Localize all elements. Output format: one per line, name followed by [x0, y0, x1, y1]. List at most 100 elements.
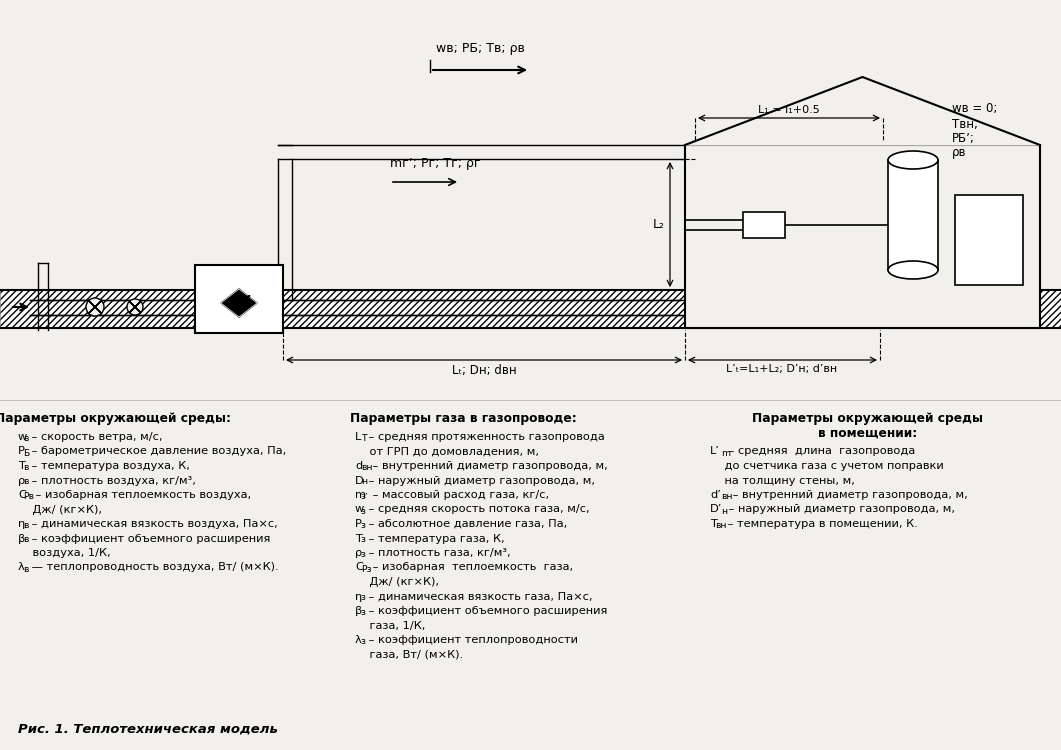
Text: η: η — [18, 519, 25, 529]
Text: до счетчика газа с учетом поправки: до счетчика газа с учетом поправки — [710, 461, 943, 471]
Text: в: в — [23, 463, 29, 472]
Text: mгʼ; Pг; Tг; ρг: mгʼ; Pг; Tг; ρг — [390, 157, 481, 170]
Text: Параметры газа в газопроводе:: Параметры газа в газопроводе: — [350, 412, 576, 425]
Text: воздуха, 1/К,: воздуха, 1/К, — [18, 548, 110, 558]
Text: – массовый расход газа, кг/с,: – массовый расход газа, кг/с, — [369, 490, 550, 500]
Text: – барометрическое давление воздуха, Па,: – барометрическое давление воздуха, Па, — [28, 446, 286, 457]
Text: – плотность газа, кг/м³,: – плотность газа, кг/м³, — [365, 548, 510, 558]
Bar — [955, 195, 1023, 285]
Text: вн: вн — [721, 492, 732, 501]
Polygon shape — [129, 307, 141, 313]
Text: вн: вн — [361, 463, 372, 472]
Bar — [195, 265, 283, 333]
Text: з: з — [361, 536, 366, 544]
Text: – плотность воздуха, кг/м³,: – плотность воздуха, кг/м³, — [28, 476, 196, 485]
Text: C: C — [18, 490, 25, 500]
Bar — [743, 212, 785, 238]
Text: – температура воздуха, К,: – температура воздуха, К, — [28, 461, 190, 471]
Text: на толщину стены, м,: на толщину стены, м, — [710, 476, 855, 485]
Text: – средняя  длина  газопровода: – средняя длина газопровода — [726, 446, 916, 457]
Text: з: з — [361, 550, 366, 559]
Text: T: T — [18, 461, 24, 471]
Text: T: T — [710, 519, 717, 529]
Text: – температура в помещении, К.: – температура в помещении, К. — [724, 519, 918, 529]
Bar — [0, 290, 1061, 328]
Text: m: m — [721, 448, 730, 458]
Text: w: w — [355, 505, 364, 515]
Text: газа, 1/К,: газа, 1/К, — [355, 620, 425, 631]
Text: P: P — [355, 519, 362, 529]
Text: в: в — [23, 565, 29, 574]
Text: – коэффициент объемного расширения: – коэффициент объемного расширения — [365, 606, 607, 616]
Text: з: з — [361, 593, 366, 602]
Text: L₂: L₂ — [653, 217, 665, 230]
Text: – изобарная теплоемкость воздуха,: – изобарная теплоемкость воздуха, — [33, 490, 251, 500]
Text: – абсолютное давление газа, Па,: – абсолютное давление газа, Па, — [365, 519, 568, 529]
Text: β: β — [18, 533, 25, 544]
Text: L’ₜ=L₁+L₂; D’н; d’вн: L’ₜ=L₁+L₂; D’н; d’вн — [727, 364, 837, 374]
Text: – средняя протяженность газопровода: – средняя протяженность газопровода — [365, 432, 605, 442]
Text: ρ: ρ — [355, 548, 362, 558]
Text: з: з — [361, 637, 366, 646]
Ellipse shape — [888, 261, 938, 279]
Text: Tвн,: Tвн, — [952, 118, 978, 131]
Text: D: D — [355, 476, 364, 485]
Text: – изобарная  теплоемкость  газа,: – изобарная теплоемкость газа, — [369, 562, 573, 572]
Text: d’: d’ — [710, 490, 720, 500]
Text: d: d — [355, 461, 362, 471]
Text: Рис. 1. Теплотехническая модель: Рис. 1. Теплотехническая модель — [18, 723, 278, 736]
Text: wв = 0;: wв = 0; — [952, 102, 997, 115]
Text: η: η — [355, 592, 362, 602]
Text: н: н — [361, 478, 367, 487]
Text: PБʼ;: PБʼ; — [952, 132, 975, 145]
Text: T: T — [355, 533, 362, 544]
Text: L: L — [355, 432, 361, 442]
Text: – температура газа, К,: – температура газа, К, — [365, 533, 505, 544]
Text: Pв: Pв — [23, 492, 35, 501]
Text: – коэффициент объемного расширения: – коэффициент объемного расширения — [28, 533, 271, 544]
Text: Параметры окружающей среды:: Параметры окружающей среды: — [0, 412, 231, 425]
Text: в: в — [23, 536, 29, 544]
Polygon shape — [88, 307, 102, 314]
Text: в: в — [23, 434, 29, 443]
Text: Pз: Pз — [361, 565, 371, 574]
Text: T: T — [361, 434, 366, 443]
Polygon shape — [221, 289, 257, 317]
Text: в помещении:: в помещении: — [818, 427, 918, 439]
Ellipse shape — [888, 151, 938, 169]
Text: — теплопроводность воздуха, Вт/ (м×К).: — теплопроводность воздуха, Вт/ (м×К). — [28, 562, 279, 572]
Text: зʼ: зʼ — [361, 492, 368, 501]
Text: – наружный диаметр газопровода, м,: – наружный диаметр газопровода, м, — [726, 505, 955, 515]
Text: L’: L’ — [710, 446, 719, 457]
Bar — [0, 290, 1061, 328]
Text: ρв: ρв — [952, 146, 967, 159]
Polygon shape — [88, 300, 102, 307]
Polygon shape — [685, 77, 1040, 145]
Bar — [888, 160, 938, 270]
Bar — [685, 145, 1040, 328]
Text: – внутренний диаметр газопровода, м,: – внутренний диаметр газопровода, м, — [729, 490, 968, 500]
Text: з: з — [361, 506, 366, 515]
Text: газа, Вт/ (м×К).: газа, Вт/ (м×К). — [355, 650, 463, 659]
Text: L₁ = l₁+0.5: L₁ = l₁+0.5 — [759, 105, 820, 115]
Text: – динамическая вязкость газа, Па×с,: – динамическая вязкость газа, Па×с, — [365, 592, 592, 602]
Circle shape — [86, 298, 104, 316]
Polygon shape — [129, 301, 141, 307]
Text: Дж/ (кг×К),: Дж/ (кг×К), — [18, 505, 102, 515]
Text: Параметры окружающей среды: Параметры окружающей среды — [752, 412, 984, 425]
Text: C: C — [355, 562, 363, 572]
Text: Дж/ (кг×К),: Дж/ (кг×К), — [355, 577, 439, 587]
Text: вн: вн — [715, 521, 727, 530]
Text: – внутренний диаметр газопровода, м,: – внутренний диаметр газопровода, м, — [369, 461, 608, 471]
Text: – динамическая вязкость воздуха, Па×с,: – динамическая вязкость воздуха, Па×с, — [28, 519, 278, 529]
Text: в: в — [23, 521, 29, 530]
Text: λ: λ — [18, 562, 24, 572]
Text: з: з — [361, 608, 366, 617]
Text: н: н — [721, 506, 727, 515]
Text: от ГРП до домовладения, м,: от ГРП до домовладения, м, — [355, 446, 539, 457]
Circle shape — [127, 299, 143, 315]
Text: – скорость ветра, м/с,: – скорость ветра, м/с, — [28, 432, 162, 442]
Text: Lₜ; Dн; dвн: Lₜ; Dн; dвн — [452, 364, 517, 377]
Text: m: m — [355, 490, 366, 500]
Text: – коэффициент теплопроводности: – коэффициент теплопроводности — [365, 635, 578, 645]
